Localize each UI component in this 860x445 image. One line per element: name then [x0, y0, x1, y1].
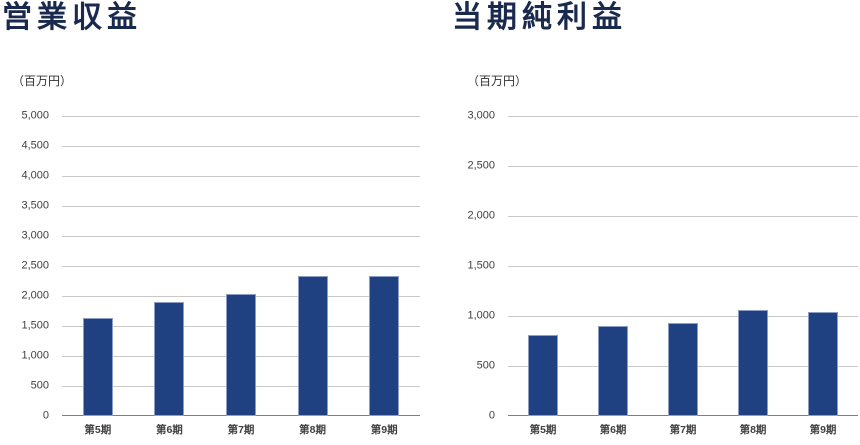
- bar-第6期: [598, 325, 628, 416]
- gridline: [62, 116, 420, 117]
- plot-area-net-income: 0 500 1,000 1,500 2,000 2,500 3,000 第5期 第6期 第7期 第8…: [467, 110, 858, 436]
- y-tick-label: 4,000: [21, 169, 49, 182]
- x-category-label: 第7期: [227, 424, 255, 436]
- gridline: [62, 236, 420, 237]
- gridline: [62, 266, 420, 267]
- bar-第7期: [226, 294, 256, 416]
- bar-第8期: [738, 310, 768, 416]
- y-tick-label: 4,500: [21, 139, 49, 152]
- y-tick-label: 500: [30, 379, 49, 392]
- y-tick-label: 2,500: [21, 259, 49, 272]
- bar-第6期: [154, 302, 185, 416]
- y-tick-label: 0: [488, 409, 495, 422]
- net-income-chart: 当期純利益 （百万円） 0 500 1,000 1,500 2,000 2,500 3,00…: [440, 0, 860, 445]
- x-category-label: 第7期: [669, 424, 697, 436]
- chart-title-net-income: 当期純利益: [452, 1, 627, 34]
- unit-label: （百万円）: [12, 74, 73, 88]
- y-tick-label: 500: [476, 359, 495, 372]
- y-tick-label: 3,000: [21, 229, 49, 242]
- y-tick-label: 3,500: [21, 199, 49, 212]
- unit-label: （百万円）: [467, 74, 528, 88]
- x-category-label: 第5期: [529, 424, 557, 436]
- y-tick-label: 0: [42, 409, 49, 422]
- bar-第9期: [808, 312, 838, 416]
- gridline: [508, 166, 858, 167]
- x-category-label: 第6期: [155, 424, 183, 436]
- gridline: [62, 146, 420, 147]
- y-tick-label: 3,000: [467, 109, 495, 122]
- y-tick-label: 1,500: [21, 319, 49, 332]
- operating-revenue-chart: 営業収益 （百万円） 0 500 1,000 1,500 2,000 2,500 3,000…: [2, 1, 420, 436]
- gridline: [62, 176, 420, 177]
- bar-第5期: [528, 335, 558, 416]
- x-category-label: 第9期: [809, 424, 837, 436]
- bar-第7期: [668, 323, 698, 416]
- y-tick-label: 1,500: [467, 259, 495, 272]
- y-tick-label: 2,000: [467, 209, 495, 222]
- x-category-label: 第5期: [84, 424, 112, 436]
- y-tick-label: 5,000: [21, 109, 49, 122]
- gridline: [508, 116, 858, 117]
- gridline: [508, 316, 858, 317]
- bar-第9期: [369, 276, 400, 416]
- x-category-label: 第8期: [299, 424, 327, 436]
- gridline: [508, 216, 858, 217]
- y-tick-label: 1,000: [467, 309, 495, 322]
- bar-第5期: [82, 317, 113, 416]
- chart-title-operating-revenue: 営業収益: [2, 1, 142, 34]
- y-tick-label: 2,000: [21, 289, 49, 302]
- plot-area-operating-revenue: 0 500 1,000 1,500 2,000 2,500 3,000 3,500 4,000 4…: [21, 110, 420, 436]
- x-category-label: 第8期: [739, 424, 767, 436]
- bar-第8期: [297, 276, 328, 416]
- gridline: [62, 206, 420, 207]
- y-tick-label: 2,500: [467, 159, 495, 172]
- gridline: [508, 266, 858, 267]
- x-category-label: 第9期: [370, 424, 398, 436]
- y-tick-label: 1,000: [21, 349, 49, 362]
- x-category-label: 第6期: [599, 424, 627, 436]
